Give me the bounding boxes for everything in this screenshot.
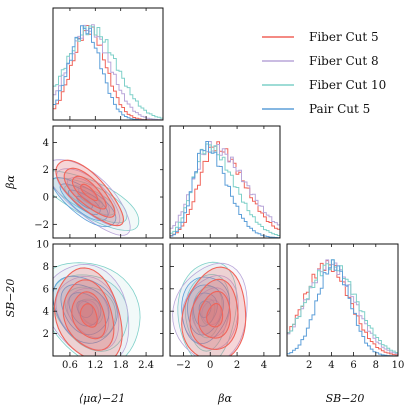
contour-fiber-cut-5 [62,279,115,351]
contour-fiber-cut-5 [71,291,107,340]
y-tick-label: 2 [43,165,49,176]
contour-fiber-cut-5 [181,266,247,356]
legend-label: Pair Cut 5 [309,102,370,116]
histogram-fiber-cut-5 [53,25,163,121]
y-tick-label: 10 [36,240,49,251]
panels-layer: 2 4 6 8 10 −2 0 2 4 0.6 1.2 1.8 2.4 2 4 6 8 10 −2 0 2 4 [34,7,405,371]
contour-pair-cut-5 [181,276,231,345]
contour-panel-beta-sb [172,261,248,356]
contour-fiber-cut-8 [53,159,131,236]
y-tick-label: 4 [43,307,49,318]
contour-fiber-cut-5 [55,159,125,227]
x-tick-label: 4 [328,360,334,371]
contour-pair-cut-5 [68,292,102,327]
x-tick-label: 0 [207,360,213,371]
ylabel-beta: βα [4,175,17,190]
xlabel-sb: SB−20 [326,392,365,405]
histogram-fiber-cut-5 [170,141,280,237]
x-tick-label: 0.6 [62,360,78,371]
x-tick-label: −2 [176,360,191,371]
contour-pair-cut-5 [76,195,93,209]
y-tick-label: 0 [43,193,49,204]
contour-panel-mu-sb [53,262,141,356]
diag-panel-mu [52,7,164,121]
x-tick-label: 1.2 [87,360,103,371]
x-tick-label: 4 [261,360,267,371]
legend-entry: Fiber Cut 8 [262,54,379,68]
contour-fiber-cut-5 [71,175,107,210]
panel-frame [52,125,164,239]
contour-pair-cut-5 [67,189,101,216]
contour-fiber-cut-5 [206,302,224,328]
panel-frame [169,243,281,357]
histogram-pair-cut-5 [170,141,280,239]
xlabel-beta: βα [217,392,232,405]
contour-fiber-cut-5 [197,290,231,339]
xlabel-mu: ⟨μα⟩−21 [79,392,125,405]
histogram-pair-cut-5 [287,259,398,357]
legend-label: Fiber Cut 5 [309,30,379,44]
y-tick-label: 8 [43,262,49,273]
legend-label: Fiber Cut 10 [309,78,386,92]
contour-fiber-cut-5 [63,167,116,218]
contour-panel-mu-beta [53,159,140,236]
ylabel-sb: SB−20 [4,279,17,318]
x-tick-label: 2.4 [138,360,154,371]
legend-entry: Fiber Cut 5 [262,30,379,44]
contour-pair-cut-5 [53,275,118,344]
x-tick-label: 2 [306,360,312,371]
x-tick-label: 1.8 [113,360,129,371]
x-tick-label: 10 [392,360,405,371]
legend: Fiber Cut 5 Fiber Cut 8 Fiber Cut 10 Pai… [262,30,386,116]
y-tick-label: −2 [34,220,49,231]
legend-entry: Pair Cut 5 [262,102,370,116]
panel-frame [52,243,164,357]
legend-label: Fiber Cut 8 [309,54,379,68]
contour-fiber-cut-5 [80,183,99,202]
axis-labels: ⟨μα⟩−21 βα SB−20 βα SB−20 [4,175,364,405]
y-tick-label: 4 [43,138,49,149]
x-tick-label: 8 [373,360,379,371]
diag-panel-beta [169,125,281,239]
contour-fiber-cut-10 [53,262,141,356]
contour-pair-cut-5 [192,292,218,327]
x-tick-label: 6 [350,360,356,371]
x-tick-label: 2 [234,360,240,371]
y-tick-label: 6 [43,284,49,295]
legend-entry: Fiber Cut 10 [262,78,386,92]
contour-fiber-cut-5 [79,303,98,328]
y-tick-label: 2 [43,329,49,340]
diag-panel-sb [286,243,399,357]
